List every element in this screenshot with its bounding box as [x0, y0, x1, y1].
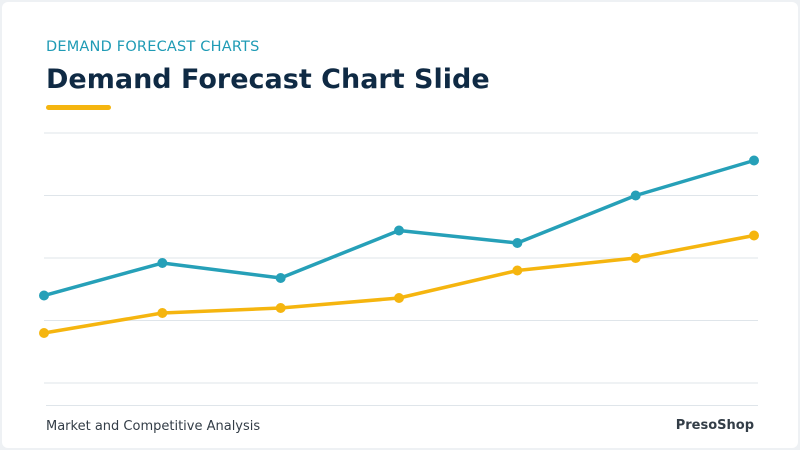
slide-title: Demand Forecast Chart Slide	[46, 64, 490, 95]
footer-subtitle: Market and Competitive Analysis	[46, 419, 261, 434]
data-point-1-6	[630, 190, 641, 201]
data-point-2-6	[630, 253, 641, 263]
data-point-1-2	[157, 258, 168, 268]
data-point-2-1	[39, 328, 49, 338]
data-point-1-7	[749, 155, 759, 166]
slide-kicker: DEMAND FORECAST CHARTS	[46, 39, 260, 55]
data-point-2-2	[157, 308, 168, 318]
title-accent-bar	[46, 105, 111, 110]
data-point-2-5	[512, 265, 523, 276]
data-point-1-5	[512, 238, 523, 248]
footer-brand: PresoShop	[675, 418, 754, 433]
data-point-1-1	[39, 290, 49, 301]
data-point-2-4	[394, 293, 404, 303]
data-point-2-3	[275, 303, 286, 313]
data-point-2-7	[749, 230, 759, 241]
series-line-2	[43, 233, 755, 335]
data-point-1-4	[394, 225, 404, 236]
footer-divider	[46, 405, 758, 406]
data-point-1-3	[275, 273, 286, 283]
